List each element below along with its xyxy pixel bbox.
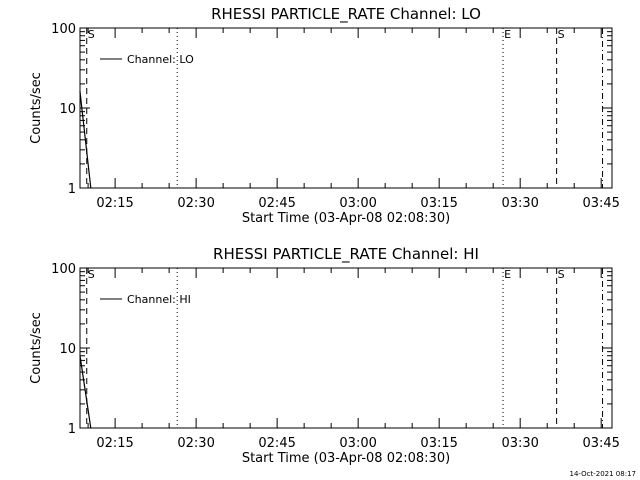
x-tick-label: 02:45 <box>258 436 295 451</box>
data-point <box>90 427 91 428</box>
chart-title: RHESSI PARTICLE_RATE Channel: HI <box>213 245 479 264</box>
x-tick-label: 02:15 <box>96 436 133 451</box>
x-tick-label: 03:00 <box>339 436 376 451</box>
y-tick-label: 10 <box>59 102 76 117</box>
chart-title: RHESSI PARTICLE_RATE Channel: LO <box>211 5 481 24</box>
x-tick-label: 02:15 <box>96 196 133 211</box>
data-point <box>79 91 80 92</box>
x-tick-label: 03:45 <box>582 436 619 451</box>
y-tick-label: 1 <box>68 182 76 197</box>
event-marker-label: S <box>558 28 565 41</box>
x-tick-label: 03:30 <box>501 196 538 211</box>
event-marker-label: S <box>558 268 565 281</box>
legend-label: Channel: LO <box>127 53 194 66</box>
y-tick-label: 10 <box>59 342 76 357</box>
x-tick-label: 02:45 <box>258 196 295 211</box>
x-axis-label: Start Time (03-Apr-08 02:08:30) <box>242 211 450 226</box>
y-tick-label: 1 <box>68 422 76 437</box>
event-marker-label: S <box>88 268 95 281</box>
event-marker-label: S <box>88 28 95 41</box>
data-point <box>79 355 80 356</box>
y-tick-label: 100 <box>51 262 76 277</box>
x-tick-label: 03:15 <box>420 196 457 211</box>
x-tick-label: 03:00 <box>339 196 376 211</box>
x-tick-label: 02:30 <box>177 196 214 211</box>
x-axis-label: Start Time (03-Apr-08 02:08:30) <box>242 451 450 466</box>
event-marker-label: E <box>504 268 511 281</box>
event-marker-label: E <box>504 28 511 41</box>
y-axis-label: Counts/sec <box>29 312 44 384</box>
data-point <box>90 187 91 188</box>
y-tick-label: 100 <box>51 22 76 37</box>
x-tick-label: 02:30 <box>177 436 214 451</box>
legend-label: Channel: HI <box>127 293 191 306</box>
x-tick-label: 03:45 <box>582 196 619 211</box>
x-tick-label: 03:30 <box>501 436 538 451</box>
x-tick-label: 03:15 <box>420 436 457 451</box>
y-axis-label: Counts/sec <box>29 72 44 144</box>
print-timestamp: 14-Oct-2021 08:17 <box>570 470 636 478</box>
